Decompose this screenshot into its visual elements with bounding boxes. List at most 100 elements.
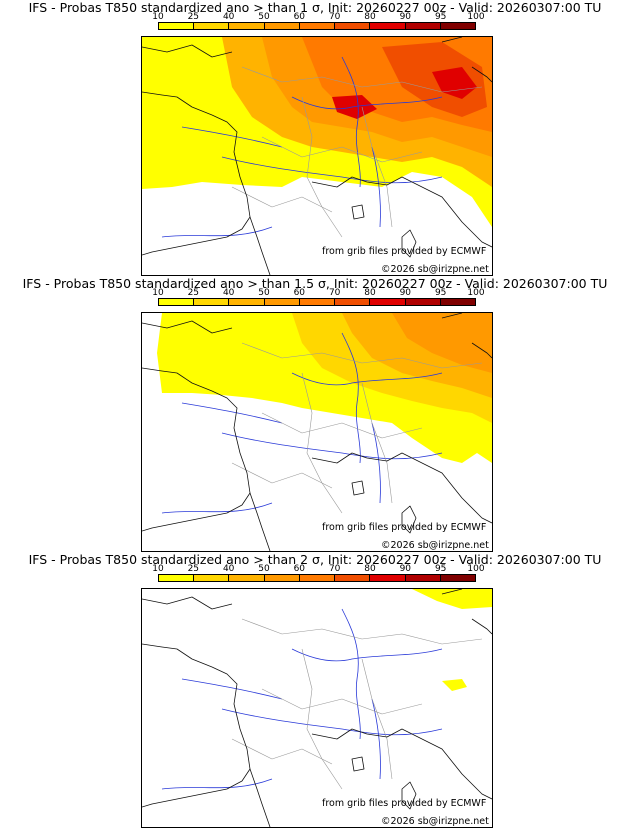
coastline xyxy=(142,492,251,532)
scale-swatch xyxy=(299,23,336,29)
scale-swatch xyxy=(194,23,230,29)
river-line xyxy=(161,778,273,790)
scale-swatch xyxy=(194,299,230,305)
color-scale-bar xyxy=(158,22,476,30)
coastline xyxy=(142,643,271,827)
river-line xyxy=(341,332,361,464)
scale-tick-label: 40 xyxy=(222,288,235,298)
scale-tick-label: 10 xyxy=(152,288,164,298)
coastline xyxy=(311,452,492,524)
scale-swatch xyxy=(194,575,230,581)
scale-tick-label: 10 xyxy=(152,12,164,22)
river-line xyxy=(291,372,443,386)
map-canvas xyxy=(142,313,492,551)
coastline xyxy=(441,589,463,595)
border-line xyxy=(361,658,393,780)
scale-swatch xyxy=(229,299,265,305)
scale-tick-label: 25 xyxy=(187,12,200,22)
border-line xyxy=(231,186,333,213)
scale-tick-label: 60 xyxy=(293,564,306,574)
scale-tick-label: 90 xyxy=(399,288,412,298)
coastline xyxy=(471,66,492,83)
scale-tick-label: 100 xyxy=(467,288,485,298)
scale-swatch xyxy=(335,23,371,29)
border-line xyxy=(231,462,333,489)
scale-swatch xyxy=(299,299,336,305)
scale-swatch xyxy=(264,23,300,29)
scale-swatch xyxy=(229,23,265,29)
color-scale-labels: 10 25 40 50 60 70 80 90 95 100 xyxy=(152,564,484,574)
map-canvas xyxy=(142,37,492,275)
river-line xyxy=(181,678,283,700)
panel-title: IFS - Probas T850 standardized ano > tha… xyxy=(22,276,608,291)
source-credit: from grib files provided by ECMWF xyxy=(322,522,487,533)
coastline xyxy=(441,37,463,43)
scale-tick-label: 70 xyxy=(328,564,341,574)
copyright-credit: ©2026 sb@irizpne.net xyxy=(381,816,489,827)
border-line xyxy=(241,342,483,369)
scale-tick-label: 60 xyxy=(293,12,306,22)
scale-tick-label: 90 xyxy=(399,12,412,22)
coastline xyxy=(142,320,233,334)
scale-swatch xyxy=(159,23,195,29)
border-line xyxy=(241,618,483,645)
coastline xyxy=(142,216,251,256)
scale-swatch xyxy=(229,575,265,581)
scale-tick-label: 80 xyxy=(364,564,376,574)
scale-tick-label: 95 xyxy=(434,564,447,574)
scale-tick-label: 100 xyxy=(467,564,485,574)
river-line xyxy=(371,422,381,504)
scale-tick-label: 25 xyxy=(187,564,200,574)
river-line xyxy=(291,96,443,110)
coastline xyxy=(351,756,365,772)
coastline xyxy=(142,768,251,808)
color-scale-bar xyxy=(158,298,476,306)
color-scale-labels: 10 25 40 50 60 70 80 90 95 100 xyxy=(152,12,484,22)
coastline xyxy=(142,596,233,610)
river-line xyxy=(341,608,361,740)
scale-swatch xyxy=(264,299,300,305)
coastline xyxy=(401,229,417,258)
scale-tick-label: 25 xyxy=(187,288,200,298)
coastline xyxy=(401,781,417,810)
probability-area-10b xyxy=(442,679,467,691)
scale-swatch xyxy=(440,575,475,581)
scale-swatch xyxy=(264,575,300,581)
scale-tick-label: 10 xyxy=(152,564,164,574)
river-line xyxy=(291,648,443,662)
scale-swatch xyxy=(440,23,475,29)
border-line xyxy=(231,738,333,765)
river-line xyxy=(341,56,361,188)
scale-tick-label: 95 xyxy=(434,288,447,298)
map-panel-3: IFS - Probas T850 standardized ano > tha… xyxy=(0,552,630,828)
scale-swatch xyxy=(440,299,475,305)
river-line xyxy=(181,126,283,148)
scale-tick-label: 70 xyxy=(328,288,341,298)
map-canvas xyxy=(142,589,492,827)
river-line xyxy=(221,156,443,184)
copyright-credit: ©2026 sb@irizpne.net xyxy=(381,264,489,275)
scale-swatch xyxy=(335,575,371,581)
scale-swatch xyxy=(335,299,371,305)
coastline xyxy=(142,44,233,58)
map-panel-1: IFS - Probas T850 standardized ano > tha… xyxy=(0,0,630,276)
copyright-credit: ©2026 sb@irizpne.net xyxy=(381,540,489,551)
map-panel-2: IFS - Probas T850 standardized ano > tha… xyxy=(0,276,630,552)
scale-swatch xyxy=(405,23,441,29)
border-line xyxy=(301,372,343,514)
scale-tick-label: 100 xyxy=(467,12,485,22)
scale-swatch xyxy=(299,575,336,581)
probability-area-80 xyxy=(432,67,477,99)
scale-swatch xyxy=(159,575,195,581)
scale-tick-label: 50 xyxy=(258,564,270,574)
scale-tick-label: 90 xyxy=(399,564,412,574)
river-line xyxy=(161,502,273,514)
border-line xyxy=(301,96,343,238)
coastline xyxy=(142,367,271,551)
scale-tick-label: 80 xyxy=(364,288,376,298)
coastline xyxy=(311,728,492,800)
scale-swatch xyxy=(370,299,406,305)
river-line xyxy=(181,402,283,424)
border-line xyxy=(261,688,423,715)
probability-area-10 xyxy=(412,589,492,609)
